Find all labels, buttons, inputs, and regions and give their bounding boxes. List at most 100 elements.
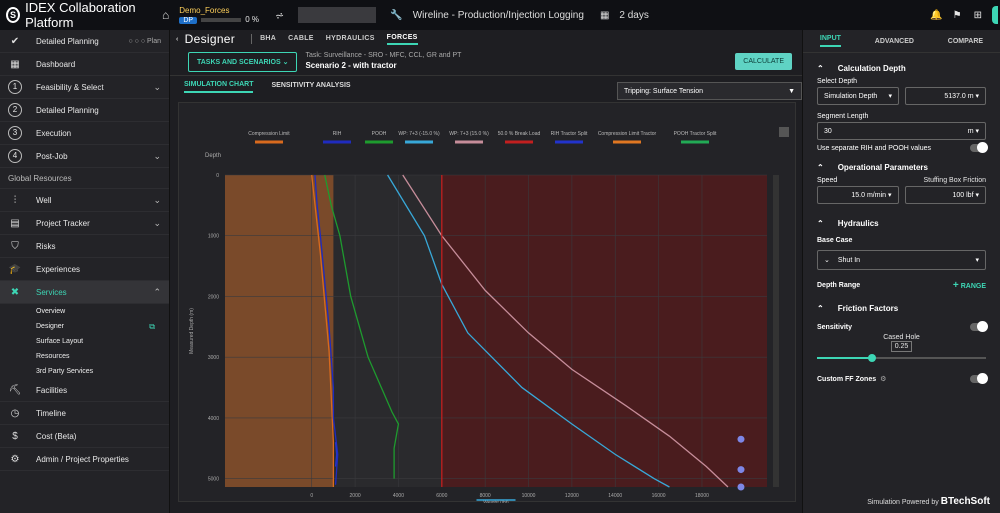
stuffing-field[interactable]: 100 lbf ▾	[904, 186, 986, 204]
series-line	[324, 174, 400, 479]
services-surface-layout[interactable]: Surface Layout	[36, 338, 84, 345]
home-icon[interactable]: ⌂	[162, 8, 170, 22]
app-title: IDEX Collaboration Platform	[25, 0, 136, 30]
sidebar-item-facilities[interactable]: ⛏ Facilities	[0, 379, 169, 402]
tab-hydraulics[interactable]: HYDRAULICS	[325, 34, 375, 42]
services-designer[interactable]: Designer ⧉	[0, 319, 169, 334]
tab-sensitivity[interactable]: SENSITIVITY ANALYSIS	[271, 82, 351, 89]
project-badge: DP	[179, 16, 198, 24]
services-3rd-party[interactable]: 3rd Party Services	[36, 368, 94, 375]
chevron-up-icon: ⌃	[817, 163, 824, 172]
x-tick-label: 8000	[480, 493, 491, 499]
external-link-icon[interactable]: ⧉	[149, 321, 155, 331]
sidebar-item-admin[interactable]: ⚙ Admin / Project Properties	[0, 448, 169, 471]
clock-icon: ◷	[10, 407, 20, 419]
project-selector[interactable]: Demo_Forces DP 0 %	[179, 6, 259, 24]
gear-icon[interactable]: ⚙	[880, 376, 887, 383]
sidebar-item-detailed-planning[interactable]: 2 Detailed Planning	[0, 99, 169, 122]
flag-icon[interactable]: ⚑	[952, 9, 962, 21]
y-tick-label: 2000	[208, 294, 219, 300]
powered-by: Simulation Powered by BTechSoft	[867, 496, 990, 507]
calculate-button[interactable]: CALCULATE	[735, 53, 792, 70]
service-label[interactable]: Wireline - Production/Injection Logging	[412, 9, 584, 21]
sidebar-item-services[interactable]: ✖ Services ⌃	[0, 281, 169, 304]
collapse-icon[interactable]: ‹	[176, 35, 179, 43]
speed-field[interactable]: 15.0 m/min ▾	[817, 186, 899, 204]
forces-chart-panel: 0 1000 2000 3000 4000 5000 0 2000 4000 6000 8000 10…	[178, 102, 796, 513]
sidebar-item-label: Detailed Planning	[36, 36, 99, 46]
depth-value-field[interactable]: 5137.0 m ▾	[905, 87, 986, 105]
op-params-section[interactable]: ⌃ Operational Parameters	[803, 160, 1000, 175]
friction-section[interactable]: ⌃ Friction Factors	[803, 301, 1000, 316]
x-tick-label: 16000	[652, 493, 666, 499]
tab-cable[interactable]: CABLE	[288, 34, 314, 42]
tab-simulation-chart[interactable]: SIMULATION CHART	[184, 81, 254, 93]
slider-thumb[interactable]	[867, 354, 876, 362]
chevron-down-icon: ⌄	[153, 150, 161, 161]
sidebar-item-feasibility[interactable]: 1 Feasibility & Select ⌄	[0, 76, 169, 99]
sensitivity-toggle[interactable]	[970, 321, 988, 332]
range-label: RANGE	[960, 283, 986, 290]
add-range-button[interactable]: + RANGE	[953, 280, 986, 291]
services-resources[interactable]: Resources	[36, 353, 70, 360]
sidebar-item-execution[interactable]: 3 Execution	[0, 122, 169, 145]
sidebar-item-timeline[interactable]: ◷ Timeline	[0, 402, 169, 425]
y-tick-label: 1000	[208, 234, 219, 240]
sidebar-item-label: Risks	[36, 241, 56, 251]
hydraulics-section[interactable]: ⌃ Hydraulics	[803, 216, 1000, 231]
segment-value: 30	[824, 127, 832, 135]
apps-grid-icon[interactable]: ⊞	[973, 9, 982, 21]
mode-value: Tripping: Surface Tension	[624, 87, 703, 95]
progress-text: 0 %	[245, 15, 260, 24]
sidebar-item-experiences[interactable]: 🎓 Experiences	[0, 258, 169, 281]
break-load-region	[441, 175, 767, 487]
custom-ff-toggle[interactable]	[970, 373, 988, 384]
legend-label: POOH Tractor Split	[674, 131, 717, 137]
brand-name: BTechSoft	[940, 496, 990, 507]
input-tabs: INPUT ADVANCED COMPARE	[803, 30, 1000, 53]
depth-range-label: Depth Range	[817, 282, 861, 289]
calendar-icon: ▦	[599, 9, 610, 21]
tools-icon: ✖	[10, 286, 20, 298]
tab-bha[interactable]: BHA	[260, 34, 277, 42]
services-overview[interactable]: Overview	[36, 308, 66, 315]
base-case-select[interactable]: ⌄ Shut In ▾	[817, 250, 986, 270]
cased-hole-value[interactable]: 0.25	[890, 341, 913, 352]
chevron-up-icon: ⌃	[153, 286, 161, 297]
separate-values-toggle[interactable]	[970, 142, 988, 153]
notification-icon[interactable]: 🔔	[930, 9, 943, 21]
chevron-up-icon: ⌃	[817, 64, 824, 73]
depth-mode-select[interactable]: Simulation Depth ▾	[817, 87, 899, 105]
tab-forces[interactable]: FORCES	[386, 34, 418, 45]
page-title: Designer	[184, 32, 236, 46]
app-logo[interactable]: S IDEX Collaboration Platform	[0, 0, 162, 30]
sidebar-item-label: Cost (Beta)	[36, 431, 77, 441]
sidebar-item-well[interactable]: ⫶ Well ⌄	[0, 189, 169, 212]
user-avatar[interactable]	[992, 6, 998, 24]
cased-hole-slider[interactable]	[817, 352, 986, 364]
step-number: 1	[8, 80, 22, 94]
wrench-icon: 🔧	[390, 9, 403, 21]
depth-header: Depth	[205, 153, 221, 159]
sidebar-item-detailed-planning-top[interactable]: ✔ Detailed Planning ○ ○ ○ Plan	[0, 30, 169, 53]
legend-toggle-button	[779, 127, 789, 137]
sidebar-item-post-job[interactable]: 4 Post-Job ⌄	[0, 145, 169, 168]
dropdown-arrow-icon: ▾	[975, 257, 979, 264]
tab-compare[interactable]: COMPARE	[947, 37, 984, 45]
mode-select[interactable]: Tripping: Surface Tension ▼	[617, 82, 802, 100]
designer-label: Designer	[36, 323, 65, 330]
sidebar-item-project-tracker[interactable]: ▤ Project Tracker ⌄	[0, 212, 169, 235]
calc-depth-section[interactable]: ⌃ Calculation Depth	[803, 61, 1000, 76]
segment-length-field[interactable]: 30 m ▾	[817, 122, 986, 140]
sidebar-item-risks[interactable]: ⛉ Risks	[0, 235, 169, 258]
rig-icon: ⩫	[275, 9, 285, 22]
stuffing-value: 100	[952, 191, 965, 199]
segment-length-label: Segment Length	[817, 113, 869, 120]
sidebar-item-cost[interactable]: $ Cost (Beta)	[0, 425, 169, 448]
tab-input[interactable]: INPUT	[819, 35, 841, 47]
sidebar-item-dashboard[interactable]: ▦ Dashboard	[0, 53, 169, 76]
chevron-down-icon: ▾	[888, 93, 892, 100]
redacted-well	[298, 7, 377, 23]
tasks-scenarios-button[interactable]: TASKS AND SCENARIOS ⌄	[188, 51, 298, 72]
tab-advanced[interactable]: ADVANCED	[874, 37, 914, 45]
